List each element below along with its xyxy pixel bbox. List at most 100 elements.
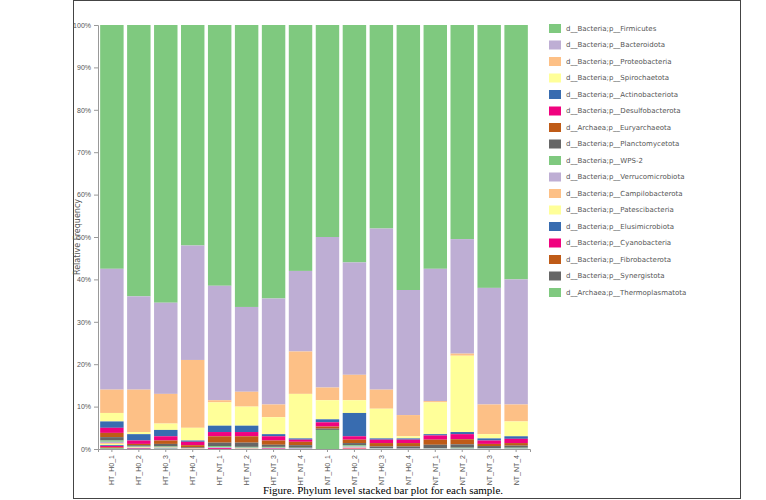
bar-segment xyxy=(262,434,285,436)
bar-segment xyxy=(208,449,231,450)
legend-item: d__Bacteria;p__WPS-2 xyxy=(549,156,643,165)
bar-segment xyxy=(100,442,123,443)
bar-segment xyxy=(289,449,312,450)
bar-segment xyxy=(181,448,204,449)
bar-segment xyxy=(127,449,150,450)
bar-segment xyxy=(154,436,177,440)
bar-segment xyxy=(343,375,366,400)
tick-mark xyxy=(246,449,247,452)
bar-segment xyxy=(424,449,447,450)
tick-label: HT_NT_3 xyxy=(270,455,278,485)
bar-segment xyxy=(370,440,393,443)
tick-mark xyxy=(489,449,490,452)
bar-segment xyxy=(343,448,366,449)
bar-segment xyxy=(235,449,258,450)
legend-swatch xyxy=(549,90,561,99)
bar-segment xyxy=(100,413,123,421)
bar-segment xyxy=(208,448,231,449)
bar-segment xyxy=(450,447,473,449)
tick: NT_NT_2 xyxy=(459,449,467,485)
bar-segment xyxy=(262,441,285,445)
bar-segment xyxy=(127,434,150,440)
tick-mark xyxy=(300,449,301,452)
tick: NT_H0_3 xyxy=(378,449,386,485)
bar-segment xyxy=(504,421,527,436)
bar-segment xyxy=(289,449,312,450)
legend-swatch xyxy=(549,255,561,264)
bar-segment xyxy=(262,448,285,449)
bar-segment xyxy=(504,443,527,446)
legend-item: d__Bacteria;p__Desulfobacterota xyxy=(549,107,681,116)
legend-label: d__Bacteria;p__Firmicutes xyxy=(566,25,657,33)
bar-segment xyxy=(477,288,500,405)
bars xyxy=(100,25,528,449)
bar-segment xyxy=(208,449,231,450)
bar-segment xyxy=(504,449,527,450)
legend-item: d__Bacteria;p__Fibrobacterota xyxy=(549,255,671,264)
tick-mark xyxy=(94,195,98,196)
bar-segment xyxy=(450,444,473,447)
bar-segment xyxy=(370,449,393,450)
bar-segment xyxy=(235,432,258,436)
bar-segment xyxy=(127,447,150,448)
tick: HT_NT_4 xyxy=(297,449,305,485)
tick-mark xyxy=(516,449,517,452)
bar-segment xyxy=(316,449,339,450)
tick-label: 20% xyxy=(77,361,91,368)
tick: HT_NT_3 xyxy=(270,449,278,485)
tick-label: 100% xyxy=(73,22,91,29)
bar-segment xyxy=(424,449,447,450)
bar-segment xyxy=(235,447,258,449)
bar-segment xyxy=(424,449,447,450)
legend-label: d__Bacteria;p__Proteobacteria xyxy=(566,58,672,66)
bar-segment xyxy=(289,449,312,450)
tick-label: NT_H0_3 xyxy=(378,455,386,485)
bar-segment xyxy=(127,432,150,434)
tick-mark xyxy=(462,449,463,452)
bar-segment xyxy=(450,448,473,449)
bar-segment xyxy=(154,447,177,448)
bar-segment xyxy=(235,449,258,450)
bar-segment xyxy=(477,449,500,450)
series xyxy=(100,430,528,449)
tick-mark xyxy=(354,449,355,452)
bar-segment xyxy=(504,446,527,448)
tick-mark xyxy=(165,449,166,452)
bar-segment xyxy=(424,269,447,401)
bar-segment xyxy=(154,441,177,444)
legend: d__Bacteria;p__Firmicutes d__Bacteria;p__… xyxy=(549,24,686,297)
chart: 0%10%20%30%40%50%60%70%80%90%100%HT_H0_1… xyxy=(0,0,766,500)
series xyxy=(100,445,177,449)
bar-segment xyxy=(289,449,312,450)
legend-item: d__Bacteria;p__Synergistota xyxy=(549,272,665,281)
bar-segment xyxy=(181,428,204,441)
bar-segment xyxy=(316,449,339,450)
tick-label: 0% xyxy=(81,446,91,453)
bar-segment xyxy=(316,449,339,450)
legend-item: d__Bacteria;p__Patescibacteria xyxy=(549,206,674,215)
bar-segment xyxy=(208,400,231,402)
tick: HT_NT_2 xyxy=(243,449,251,485)
legend-item: d__Bacteria;p__Actinobacteriota xyxy=(549,90,678,99)
legend-item: d__Bacteria;p__Planctomycetota xyxy=(549,140,679,149)
bar-segment xyxy=(127,445,150,446)
bar-segment xyxy=(154,446,177,448)
bar-segment xyxy=(181,245,204,359)
bar-segment xyxy=(397,449,420,450)
bar-segment xyxy=(100,437,123,440)
bar-segment xyxy=(343,440,366,443)
tick-mark xyxy=(94,25,98,26)
series xyxy=(100,422,528,445)
bar-segment xyxy=(343,262,366,374)
tick-label: 10% xyxy=(77,403,91,410)
tick-label: HT_NT_4 xyxy=(297,455,305,485)
bar-segment xyxy=(181,449,204,450)
tick: 30% xyxy=(77,319,98,326)
tick: 60% xyxy=(77,191,98,198)
tick-mark xyxy=(111,449,112,452)
tick-label: 80% xyxy=(77,107,91,114)
bar-segment xyxy=(424,448,447,449)
tick: NT_NT_3 xyxy=(486,449,494,485)
bar-segment xyxy=(424,449,447,450)
legend-swatch xyxy=(549,222,561,231)
